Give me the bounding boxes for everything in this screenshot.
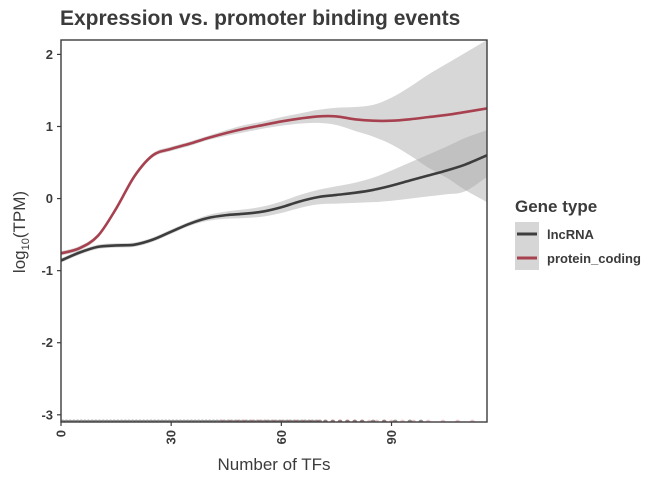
legend-item-protein-coding: protein_coding: [515, 246, 641, 270]
confidence-band-lncrna: [61, 130, 487, 263]
y-tick-label: 0: [46, 191, 53, 206]
x-tick-label: 60: [274, 430, 289, 444]
chart-title: Expression vs. promoter binding events: [60, 7, 460, 30]
x-tick-label: 0: [54, 430, 69, 437]
legend: Gene type lncRNA protein_coding: [515, 197, 641, 270]
y-axis-title-base: log: [10, 250, 29, 273]
series-line-protein-coding: [61, 107, 487, 255]
y-tick-label: -1: [41, 263, 53, 278]
y-tick-label: 2: [46, 47, 53, 62]
x-tick-label: 30: [164, 430, 179, 444]
legend-item-lncrna: lncRNA: [515, 222, 595, 246]
y-axis-title: log10(TPM): [10, 191, 32, 273]
y-tick-label: -2: [41, 335, 53, 350]
plot-border: [60, 39, 488, 423]
x-tick-label: 90: [384, 430, 399, 444]
x-axis: 0 30 60 90: [54, 422, 399, 444]
plot-area: [60, 39, 488, 423]
legend-label-lncrna: lncRNA: [547, 227, 595, 242]
series-line-lncrna: [61, 154, 487, 262]
confidence-band-protein-coding: [61, 40, 487, 256]
legend-label-protein-coding: protein_coding: [547, 251, 641, 266]
y-axis-title-rest: (TPM): [10, 191, 29, 238]
y-tick-label: 1: [46, 119, 53, 134]
y-axis-title-subscript: 10: [20, 238, 32, 250]
y-axis: -3 -2 -1 0 1 2: [41, 47, 61, 422]
legend-title: Gene type: [515, 197, 597, 216]
x-axis-title: Number of TFs: [217, 455, 330, 474]
y-tick-label: -3: [41, 407, 53, 422]
